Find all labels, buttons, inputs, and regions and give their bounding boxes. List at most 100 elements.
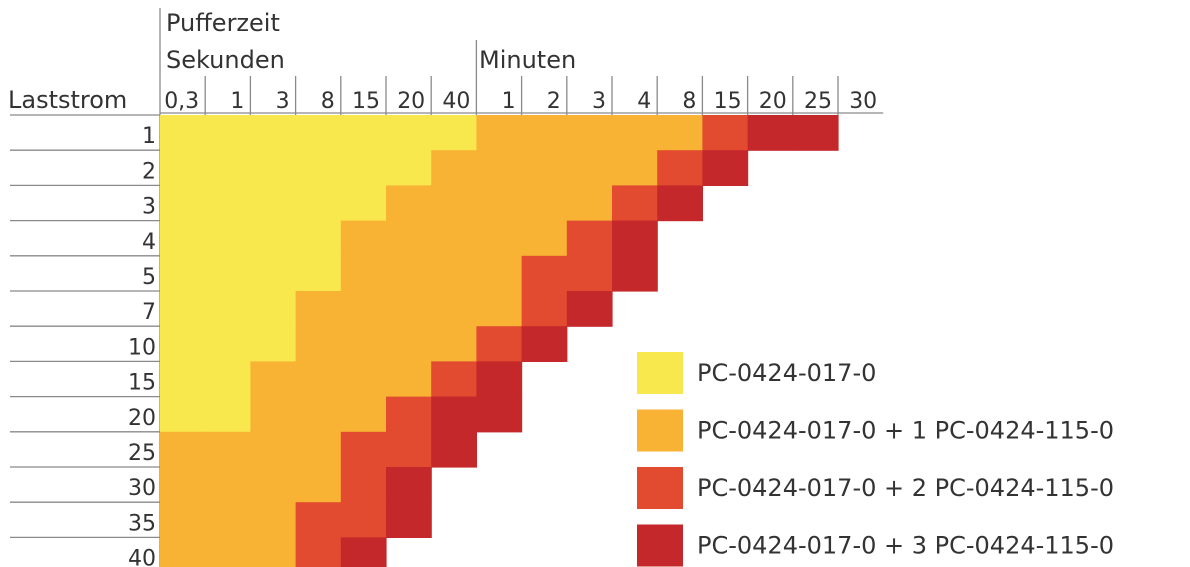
heatmap-cell <box>205 502 251 538</box>
heatmap-cell <box>296 115 342 151</box>
heatmap-cell <box>341 185 387 221</box>
heatmap-cell <box>160 115 206 151</box>
column-tick-label: 1 <box>230 89 244 114</box>
heatmap-cell <box>431 256 477 292</box>
row-tick-label: 35 <box>128 511 156 536</box>
heatmap-cell <box>476 326 522 362</box>
heatmap-cell <box>250 185 296 221</box>
heatmap-cell <box>205 537 251 567</box>
heatmap-cell <box>476 115 522 151</box>
row-tick-label: 3 <box>142 195 156 220</box>
legend-label: PC-0424-017-0 + 2 PC-0424-115-0 <box>697 474 1114 502</box>
heatmap-cell <box>793 115 839 151</box>
row-tick-label: 15 <box>128 371 156 396</box>
heatmap-cell <box>567 115 613 151</box>
legend-swatch <box>637 352 683 394</box>
heatmap-cell <box>250 432 296 468</box>
heatmap-cell <box>296 361 342 397</box>
heatmap-cell <box>160 397 206 433</box>
heatmap-cell <box>612 150 658 186</box>
heatmap-cell <box>522 221 568 257</box>
column-tick-label: 8 <box>321 89 335 114</box>
heatmap-cell <box>296 291 342 327</box>
legend-label: PC-0424-017-0 + 1 PC-0424-115-0 <box>697 417 1114 445</box>
column-tick-label: 3 <box>592 89 606 114</box>
heatmap-cell <box>476 361 522 397</box>
column-header-title: Pufferzeit <box>166 9 280 37</box>
column-tick-label: 30 <box>849 89 877 114</box>
heatmap-cell <box>250 467 296 503</box>
heatmap-cell <box>296 537 342 567</box>
heatmap-cell <box>612 115 658 151</box>
column-header: Pufferzeit Sekunden Minuten Laststrom <box>8 9 576 114</box>
heatmap-cell <box>250 361 296 397</box>
heatmap-cell <box>476 221 522 257</box>
heatmap-cell <box>476 256 522 292</box>
heatmap-cell <box>160 467 206 503</box>
heatmap-cell <box>386 432 432 468</box>
heatmap-cell <box>296 432 342 468</box>
heatmap-cell <box>386 502 432 538</box>
heatmap-cell <box>657 150 703 186</box>
heatmap-cell <box>160 326 206 362</box>
legend-swatch <box>637 467 683 509</box>
heatmap-cell <box>476 397 522 433</box>
column-tick-label: 15 <box>352 89 380 114</box>
row-axis-label: Laststrom <box>8 86 127 114</box>
heatmap-cell <box>476 185 522 221</box>
heatmap-cell <box>657 185 703 221</box>
heatmap-cell <box>522 185 568 221</box>
legend-swatch <box>637 525 683 567</box>
column-tick-label: 3 <box>276 89 290 114</box>
heatmap-cell <box>160 256 206 292</box>
heatmap-cell <box>386 291 432 327</box>
heatmap-cell <box>386 150 432 186</box>
heatmap-cell <box>250 221 296 257</box>
heatmap-cell <box>296 397 342 433</box>
heatmap-cell <box>250 256 296 292</box>
heatmap-cell <box>431 115 477 151</box>
heatmap-cell <box>386 361 432 397</box>
legend-swatch <box>637 410 683 452</box>
legend-label: PC-0424-017-0 + 3 PC-0424-115-0 <box>697 532 1114 560</box>
heatmap-cell <box>748 115 794 151</box>
heatmap-cell <box>431 291 477 327</box>
column-tick-label: 0,3 <box>164 89 199 114</box>
heatmap-cell <box>160 221 206 257</box>
heatmap-cell <box>522 291 568 327</box>
row-tick-label: 2 <box>142 159 156 184</box>
heatmap-cell <box>341 537 387 567</box>
heatmap-cell <box>567 221 613 257</box>
heatmap-cell <box>341 326 387 362</box>
heatmap-cell <box>296 256 342 292</box>
heatmap-cell <box>341 221 387 257</box>
heatmap-cell <box>386 185 432 221</box>
heatmap-cell <box>205 150 251 186</box>
heatmap-cell <box>205 326 251 362</box>
legend: PC-0424-017-0 PC-0424-017-0 + 1 PC-0424-1… <box>637 352 1114 567</box>
column-tick-label: 25 <box>804 89 832 114</box>
heatmap-cell <box>205 432 251 468</box>
heatmap-cell <box>431 361 477 397</box>
column-group-label-seconds: Sekunden <box>166 46 285 74</box>
heatmap-cell <box>341 291 387 327</box>
heatmap-cell <box>341 150 387 186</box>
heatmap-cell <box>160 432 206 468</box>
heatmap-cell <box>205 256 251 292</box>
heatmap-cell <box>296 185 342 221</box>
heatmap-cell <box>341 361 387 397</box>
column-tick-label: 15 <box>714 89 742 114</box>
column-tick-label: 20 <box>397 89 425 114</box>
heatmap-cell <box>476 291 522 327</box>
column-tick-label: 2 <box>547 89 561 114</box>
heatmap-cell <box>205 185 251 221</box>
heatmap-cell <box>205 397 251 433</box>
heatmap-cell <box>296 221 342 257</box>
heatmap-cell <box>612 221 658 257</box>
heatmap-cell <box>702 150 748 186</box>
heatmap-cell <box>250 397 296 433</box>
row-tick-label: 10 <box>128 335 156 360</box>
column-tick-label: 40 <box>442 89 470 114</box>
heatmap-cell <box>250 291 296 327</box>
